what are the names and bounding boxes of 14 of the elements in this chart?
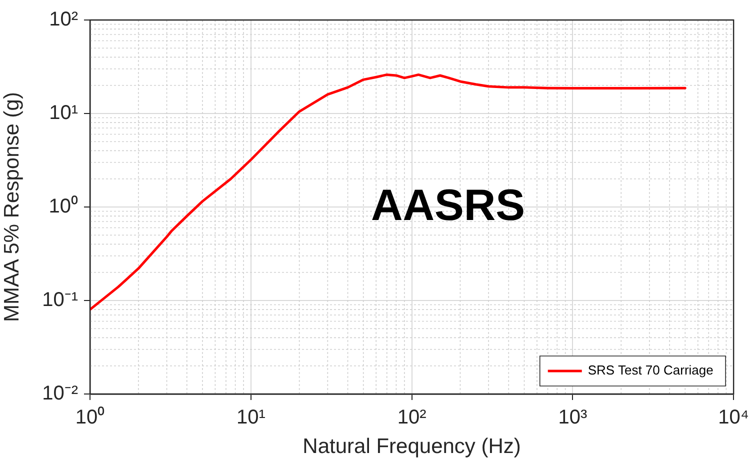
y-tick-label: 10⁻¹ [42, 289, 78, 312]
y-axis-title: MMAA 5% Response (g) [0, 92, 24, 322]
annotation: AASRS [370, 181, 526, 230]
x-tick-label: 10² [397, 406, 427, 429]
x-tick-label: 10⁰ [75, 406, 105, 429]
legend-label: SRS Test 70 Carriage [588, 362, 714, 378]
x-axis-title: Natural Frequency (Hz) [302, 435, 521, 458]
x-tick-label: 10⁴ [718, 406, 749, 429]
x-tick-label: 10³ [558, 406, 588, 429]
y-tick-label: 10² [49, 8, 78, 31]
y-tick-label: 10⁻² [42, 382, 78, 405]
x-tick-label: 10¹ [236, 406, 266, 429]
y-tick-label: 10¹ [49, 102, 78, 124]
y-tick-label: 10⁰ [48, 194, 78, 218]
